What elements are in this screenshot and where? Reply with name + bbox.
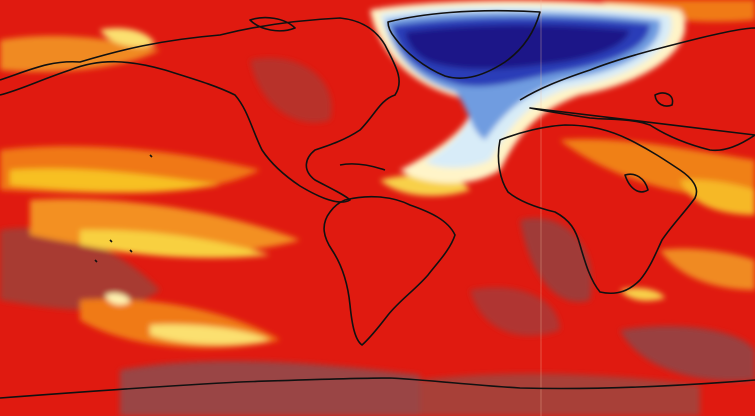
orange-band [660, 248, 755, 290]
island [249, 16, 296, 32]
orange-band [0, 35, 160, 72]
dark-patch [420, 373, 700, 416]
cold-core [405, 24, 630, 70]
yellow-streak [150, 324, 270, 345]
antarctica [0, 377, 755, 399]
dark-patch [250, 58, 332, 123]
dark-patch [0, 228, 160, 310]
africa [497, 124, 698, 295]
greenland [387, 9, 541, 79]
coastlines [0, 9, 755, 399]
yellow-streak [80, 229, 270, 258]
north-america [0, 17, 400, 203]
arabia-detail [624, 173, 649, 193]
yellow-streak [105, 292, 130, 305]
south-america [323, 195, 456, 346]
eurasia [519, 27, 755, 152]
yellow-streak [680, 179, 755, 215]
yellow-streak [100, 28, 155, 47]
pacific-islands [94, 154, 153, 263]
island [654, 92, 674, 107]
dark-patch [620, 326, 755, 381]
caribbean [339, 163, 386, 171]
dark-patch [470, 287, 560, 336]
yellow-streak [10, 168, 220, 192]
dark-patch [520, 218, 592, 302]
dark-patch [120, 360, 420, 416]
yellow-streak [620, 287, 665, 301]
